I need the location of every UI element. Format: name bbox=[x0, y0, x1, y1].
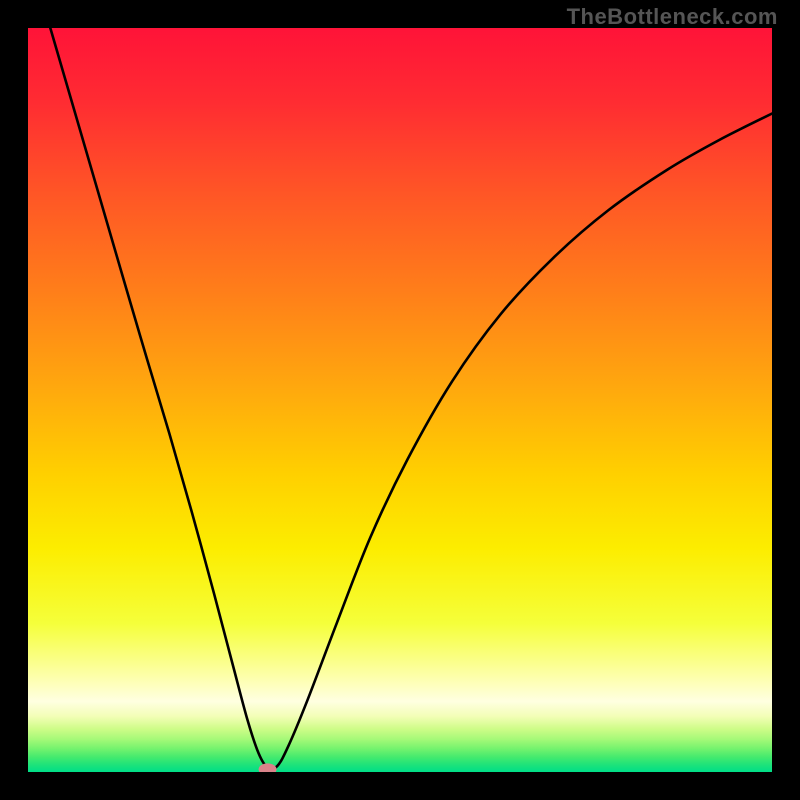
watermark-text: TheBottleneck.com bbox=[567, 4, 778, 30]
plot-area bbox=[28, 28, 772, 772]
chart-container: TheBottleneck.com bbox=[0, 0, 800, 800]
gradient-background bbox=[28, 28, 772, 772]
plot-svg bbox=[28, 28, 772, 772]
